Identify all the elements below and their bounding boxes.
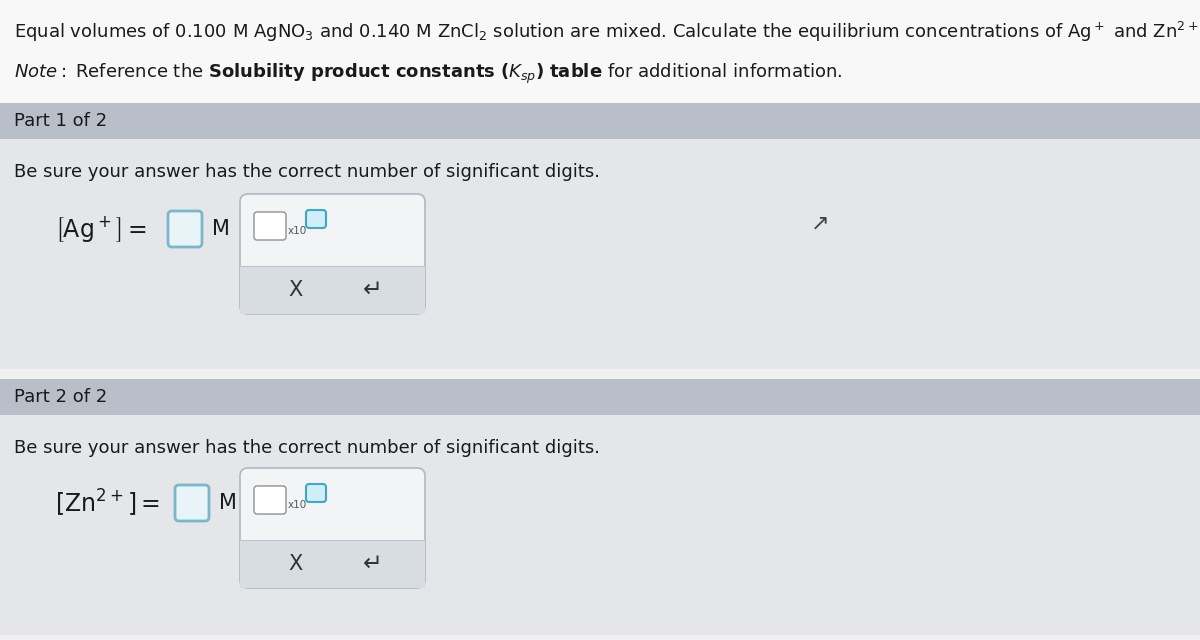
Bar (0, 415, 1200, 635)
FancyBboxPatch shape (240, 194, 425, 314)
Text: $\left[\mathrm{Ag}^+\right]=$: $\left[\mathrm{Ag}^+\right]=$ (55, 214, 146, 244)
Text: $\it{Note:}$ Reference the $\mathbf{Solubility\ product\ constants}$ $\mathbf{(}: $\it{Note:}$ Reference the $\mathbf{Solu… (14, 62, 842, 86)
Text: Be sure your answer has the correct number of significant digits.: Be sure your answer has the correct numb… (14, 163, 600, 181)
Text: X: X (288, 280, 302, 300)
Text: x10: x10 (288, 226, 307, 236)
Bar (0, 0, 1200, 103)
Bar (240, 266, 425, 314)
Text: M: M (220, 493, 236, 513)
FancyBboxPatch shape (254, 486, 286, 514)
Text: Be sure your answer has the correct number of significant digits.: Be sure your answer has the correct numb… (14, 439, 600, 457)
Bar (0, 103, 1200, 139)
FancyBboxPatch shape (168, 211, 202, 247)
Bar (0, 379, 1200, 415)
Text: M: M (212, 219, 230, 239)
Bar (0, 139, 1200, 369)
Bar (240, 540, 425, 588)
Text: x10: x10 (288, 500, 307, 510)
FancyBboxPatch shape (240, 468, 425, 588)
FancyBboxPatch shape (240, 540, 425, 588)
FancyBboxPatch shape (254, 212, 286, 240)
FancyBboxPatch shape (306, 210, 326, 228)
Text: Part 2 of 2: Part 2 of 2 (14, 388, 107, 406)
Text: ↵: ↵ (364, 278, 383, 302)
FancyBboxPatch shape (240, 266, 425, 314)
Text: ↵: ↵ (364, 552, 383, 576)
Text: Part 1 of 2: Part 1 of 2 (14, 112, 107, 130)
FancyBboxPatch shape (175, 485, 209, 521)
Text: $\left[\mathrm{Zn}^{2+}\right]=$: $\left[\mathrm{Zn}^{2+}\right]=$ (55, 488, 161, 518)
Text: Equal volumes of 0.100 M AgNO$_3$ and 0.140 M ZnCl$_2$ solution are mixed. Calcu: Equal volumes of 0.100 M AgNO$_3$ and 0.… (14, 20, 1200, 44)
FancyBboxPatch shape (306, 484, 326, 502)
Text: X: X (288, 554, 302, 574)
Text: ↗: ↗ (811, 214, 829, 234)
